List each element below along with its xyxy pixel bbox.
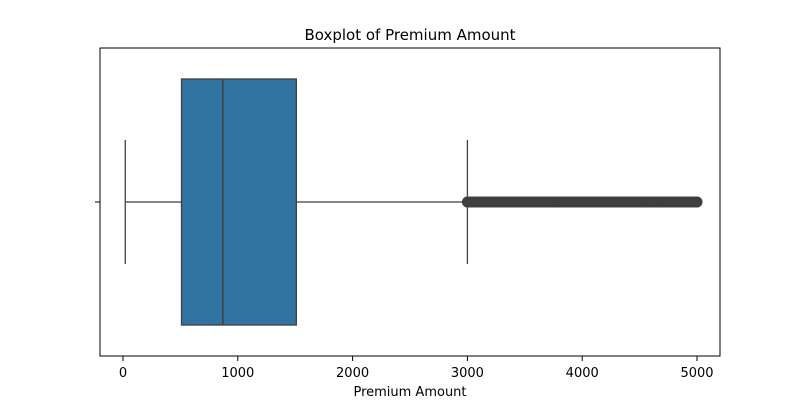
chart-title: Boxplot of Premium Amount [304, 26, 515, 44]
outlier-point [691, 196, 703, 208]
box-group [124, 78, 703, 326]
x-tick-label: 0 [119, 366, 127, 381]
x-tick-label: 3000 [451, 366, 484, 381]
x-axis-label: Premium Amount [353, 385, 466, 400]
iqr-box [180, 78, 297, 326]
x-tick-label: 2000 [336, 366, 369, 381]
x-tick-label: 4000 [566, 366, 599, 381]
x-tick-label: 1000 [221, 366, 254, 381]
x-axis: 0 1000 2000 3000 4000 5000 [119, 356, 714, 381]
x-tick-label: 5000 [680, 366, 713, 381]
outliers [461, 196, 703, 208]
